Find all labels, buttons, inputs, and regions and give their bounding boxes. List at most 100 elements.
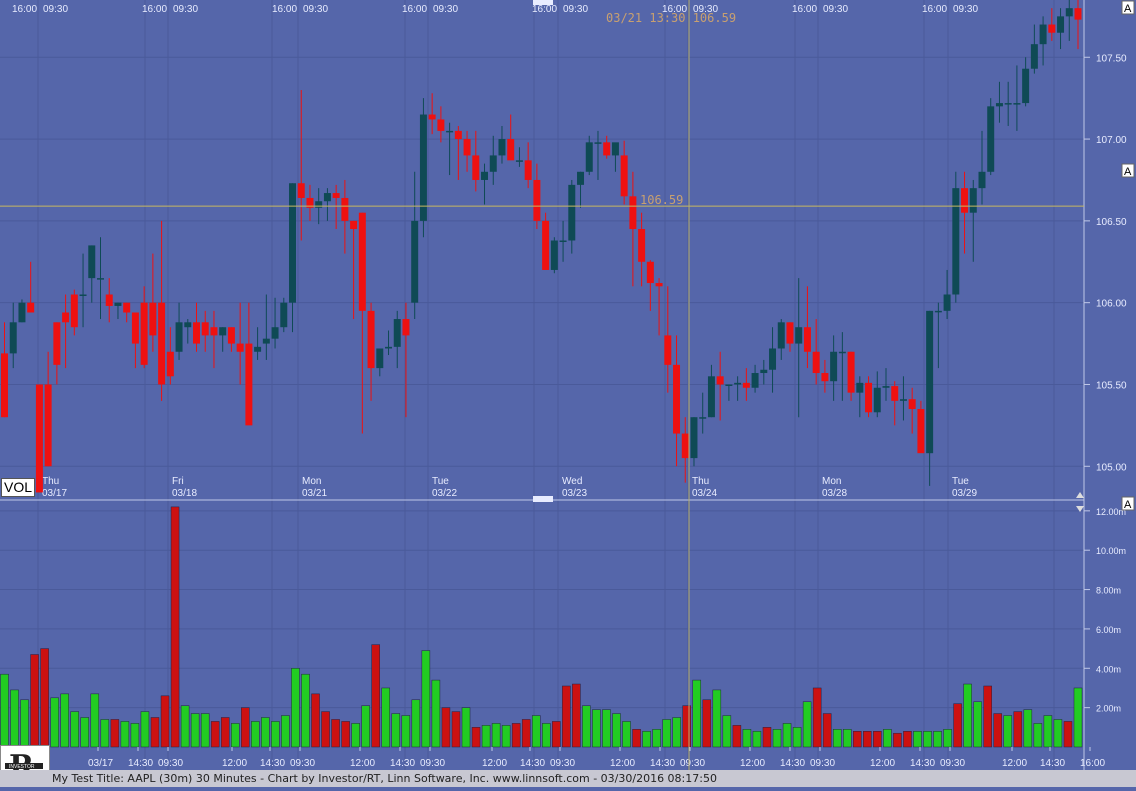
candle-body (489, 155, 497, 172)
session-close-label: 16:00 (12, 4, 37, 15)
volume-bar (381, 687, 391, 748)
scroll-up-icon[interactable] (1076, 492, 1084, 498)
volume-bar (40, 648, 49, 748)
candle-body (227, 327, 235, 344)
volume-bar (913, 731, 922, 748)
candle-body (358, 212, 366, 311)
volume-bar (230, 723, 240, 748)
top-pane-handle[interactable] (533, 0, 553, 5)
footer-bar: My Test Title: AAPL (30m) 30 Minutes - C… (0, 770, 1136, 787)
date-label: 03/18 (172, 488, 197, 499)
time-tick-label: 12:00 (610, 758, 635, 769)
volume-bar (883, 729, 892, 748)
volume-bar (602, 709, 611, 748)
volume-pane-label[interactable]: VOL (1, 478, 35, 497)
candle-body (620, 155, 628, 197)
volume-bar (90, 693, 100, 748)
candle-body (664, 335, 672, 365)
footer-text: My Test Title: AAPL (30m) 30 Minutes - C… (52, 772, 717, 785)
time-tick-label: 09:30 (420, 758, 445, 769)
autoscale-marker[interactable] (1121, 0, 1135, 15)
candle-body (158, 302, 166, 385)
candle-body (673, 364, 681, 434)
time-tick-label: 14:30 (390, 758, 415, 769)
volume-bar (933, 731, 942, 748)
candle-body (926, 310, 934, 454)
candle-body (454, 130, 462, 140)
volume-bar (371, 644, 380, 748)
price-tick-label: 107.00 (1096, 135, 1127, 146)
candle-body (611, 142, 619, 156)
candle-body (812, 351, 820, 374)
candle-body (323, 193, 331, 202)
volume-bar (190, 713, 200, 748)
candle-body (961, 188, 969, 213)
time-tick-label: 12:00 (1002, 758, 1027, 769)
volume-bar (481, 725, 491, 748)
candle-body (35, 384, 43, 493)
day-of-week-label: Tue (432, 476, 449, 487)
price-tick-label: 106.00 (1096, 299, 1127, 310)
candle-body (463, 139, 471, 156)
volume-bar (321, 711, 330, 748)
volume-bar (220, 717, 230, 748)
candle-body (472, 155, 480, 180)
time-tick-label: 09:30 (290, 758, 315, 769)
candle-body (411, 220, 419, 303)
date-label: 03/21 (302, 488, 327, 499)
candle-body (385, 346, 393, 349)
date-label: 03/22 (432, 488, 457, 499)
volume-series (0, 506, 1083, 748)
volume-bar (542, 723, 551, 748)
volume-bar (351, 723, 360, 748)
candle-body (524, 160, 532, 180)
volume-bar (461, 707, 471, 748)
volume-bar (451, 711, 461, 748)
time-tick-label: 12:00 (222, 758, 247, 769)
time-tick-label: 09:30 (680, 758, 705, 769)
volume-bar (672, 717, 681, 748)
candle-body (577, 171, 585, 185)
volume-bar (251, 721, 260, 748)
candle-body (1057, 16, 1065, 33)
candle-body (1039, 24, 1047, 45)
time-tick-label: 12:00 (870, 758, 895, 769)
volume-bar (983, 685, 992, 748)
candle-body (734, 382, 742, 385)
pane-divider-handle[interactable] (533, 496, 553, 502)
volume-bar (150, 717, 160, 748)
autoscale-marker-2[interactable] (1121, 163, 1135, 178)
candle-body (315, 201, 323, 208)
volume-bar (1023, 709, 1033, 748)
volume-bar (441, 707, 451, 748)
candle-body (952, 188, 960, 295)
autoscale-marker-text: A (1124, 3, 1132, 15)
candle-body (690, 417, 698, 459)
volume-scale-marker[interactable] (1121, 496, 1135, 511)
session-open-label: 09:30 (43, 4, 68, 15)
volume-bar (241, 707, 250, 748)
time-tick-label: 09:30 (550, 758, 575, 769)
candle-body (987, 106, 995, 172)
time-tick-label: 03/17 (88, 758, 113, 769)
volume-bar (662, 719, 671, 748)
volume-bar (50, 697, 59, 748)
candle-body (123, 302, 131, 313)
time-axis: 03/17 14:30 09:30 12:00 14:30 09:30 12:00 14:30… (88, 747, 1105, 769)
session-open-label: 09:30 (953, 4, 978, 15)
candle-body (629, 196, 637, 230)
volume-bar (1013, 711, 1023, 748)
volume-bar (822, 713, 832, 748)
time-tick-label: 14:30 (910, 758, 935, 769)
candle-body (419, 114, 427, 221)
scroll-down-icon[interactable] (1076, 506, 1084, 512)
volume-bar (110, 719, 120, 748)
volume-bar (200, 713, 210, 748)
candle-body (219, 327, 227, 336)
candle-body (245, 343, 253, 426)
candle-body (280, 302, 288, 328)
time-tick-label: 14:30 (520, 758, 545, 769)
volume-bar (652, 729, 661, 748)
time-tick-label: 09:30 (940, 758, 965, 769)
date-label: 03/23 (562, 488, 587, 499)
